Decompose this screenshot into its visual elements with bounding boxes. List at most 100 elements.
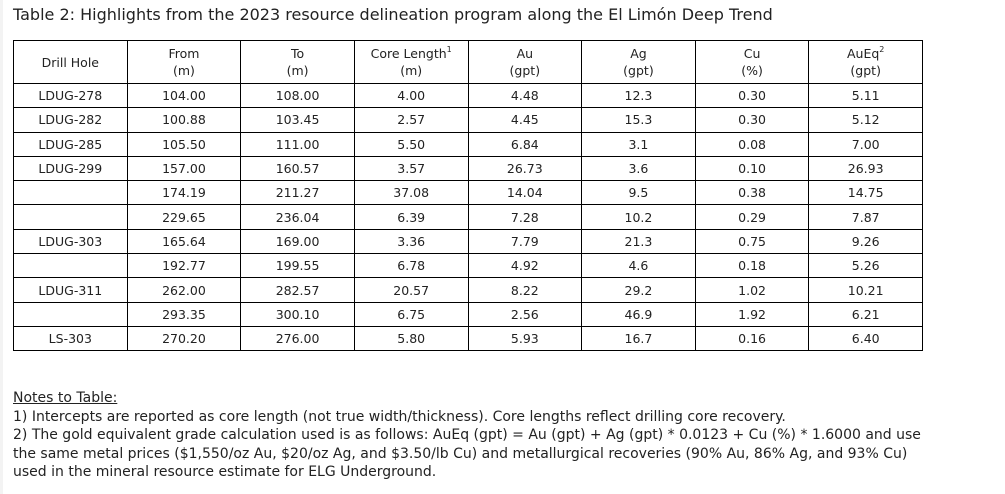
table-cell: 0.18 [694,253,810,279]
table-cell: 6.84 [467,131,583,157]
table-cell: 12.3 [581,82,696,109]
header-label: Drill Hole [41,54,99,70]
table-cell: 14.04 [467,180,583,206]
column-header: Drill Hole [13,40,128,84]
table-cell: 103.45 [240,107,355,133]
table-cell: 270.20 [126,325,242,352]
table-cell [13,180,128,206]
table-row: 229.65 236.04 6.39 7.28 10.2 0.29 7.87 [13,204,923,230]
table-cell: LDUG-282 [13,107,128,133]
table-cell: 4.45 [467,107,583,133]
table-cell: 7.79 [467,228,583,255]
table-cell: 7.28 [467,204,583,230]
table-cell: 0.38 [694,180,810,206]
table-cell: 0.75 [694,228,810,255]
table-cell: LDUG-285 [13,131,128,157]
column-header: AuEq2 (gpt) [808,40,923,84]
table-cell: 5.12 [808,107,923,133]
table-row: LDUG-311 262.00 282.57 20.57 8.22 29.2 1.02 10.… [13,277,923,303]
header-unit: (gpt) [850,63,881,78]
table-row: 192.77 199.55 6.78 4.92 4.6 0.18 5.26 [13,253,923,279]
table-cell: 26.73 [467,155,583,182]
table-cell: 0.30 [694,82,810,109]
table-cell: 105.50 [126,131,242,157]
table-cell: 21.3 [581,228,696,255]
header-unit: (gpt) [509,63,541,78]
table-cell: 2.57 [353,107,469,133]
table-cell: 5.26 [808,253,923,279]
table-cell: 0.29 [694,204,810,230]
column-header: Ag (gpt) [581,40,696,84]
table-cell: 282.57 [240,277,355,303]
header-label: AuEq [846,46,880,61]
table-cell: 14.75 [808,180,923,206]
table-cell: 16.7 [581,325,696,352]
table-cell: 7.00 [808,131,923,157]
table-cell: 174.19 [126,180,242,206]
table-cell: 37.08 [353,180,469,206]
table-cell: 4.6 [581,253,696,279]
header-unit: (m) [286,63,309,78]
table-row: LDUG-285 105.50 111.00 5.50 6.84 3.1 0.08 7.00 [13,131,923,157]
table-row: LDUG-278 104.00 108.00 4.00 4.48 12.3 0.30 5.11 [13,82,923,109]
header-label: From [168,46,200,61]
header-unit: (gpt) [623,63,654,78]
table-cell: 6.78 [353,253,469,279]
notes-heading: Notes to Table: [13,390,118,406]
table-cell: 3.57 [353,155,469,182]
header-label: Ag [630,46,647,61]
table-cell: 5.93 [467,325,583,352]
table-cell: 192.77 [126,253,242,279]
table-cell: 7.87 [808,204,923,230]
footnote-marker: 2 [879,45,885,54]
table-cell: 6.75 [353,301,469,327]
table-cell: 4.00 [353,82,469,109]
table-row: LDUG-299 157.00 160.57 3.57 26.73 3.6 0.10 26.9… [13,155,923,182]
table-cell: 3.36 [353,228,469,255]
column-header: Cu (%) [694,40,810,84]
note-1: 1) Intercepts are reported as core lengt… [13,408,786,425]
table-cell: LDUG-278 [13,82,128,109]
table-cell: 160.57 [240,155,355,182]
table-cell: 300.10 [240,301,355,327]
table-cell: 276.00 [240,325,355,352]
table-cell: LS-303 [13,325,128,352]
table-cell: 10.2 [581,204,696,230]
table-cell: 0.30 [694,107,810,133]
table-cell: 8.22 [467,277,583,303]
table-cell: 5.80 [353,325,469,352]
header-unit: (m) [400,63,423,78]
table-cell: 0.10 [694,155,810,182]
table-cell: 5.11 [808,82,923,109]
table-cell: 3.1 [581,131,696,157]
table-cell: 6.39 [353,204,469,230]
table-row: 293.35 300.10 6.75 2.56 46.9 1.92 6.21 [13,301,923,327]
table-cell: 6.21 [808,301,923,327]
header-label: To [290,46,305,61]
column-header: From (m) [126,40,242,84]
table-cell: 9.26 [808,228,923,255]
header-label: Core Length [370,46,447,61]
header-unit: (%) [741,63,763,78]
table-cell: LDUG-311 [13,277,128,303]
table-cell: 5.50 [353,131,469,157]
table-cell: 211.27 [240,180,355,206]
table-cell: 3.6 [581,155,696,182]
table-cell: 293.35 [126,301,242,327]
table-cell: 4.92 [467,253,583,279]
table-cell: 20.57 [353,277,469,303]
table-row: LDUG-303 165.64 169.00 3.36 7.79 21.3 0.75 9.26 [13,228,923,255]
table-cell: 1.02 [694,277,810,303]
table-title: Table 2: Highlights from the 2023 resour… [13,5,773,24]
note-2: 2) The gold equivalent grade calculation… [13,427,921,480]
table-cell: 169.00 [240,228,355,255]
table-cell: 229.65 [126,204,242,230]
column-header: Au (gpt) [467,40,583,84]
table-cell: 29.2 [581,277,696,303]
page-edge [0,0,3,494]
table-row: LDUG-282 100.88 103.45 2.57 4.45 15.3 0.30 5.12 [13,107,923,133]
table-cell: 100.88 [126,107,242,133]
table-cell: 26.93 [808,155,923,182]
table-cell: 2.56 [467,301,583,327]
table-cell: 199.55 [240,253,355,279]
